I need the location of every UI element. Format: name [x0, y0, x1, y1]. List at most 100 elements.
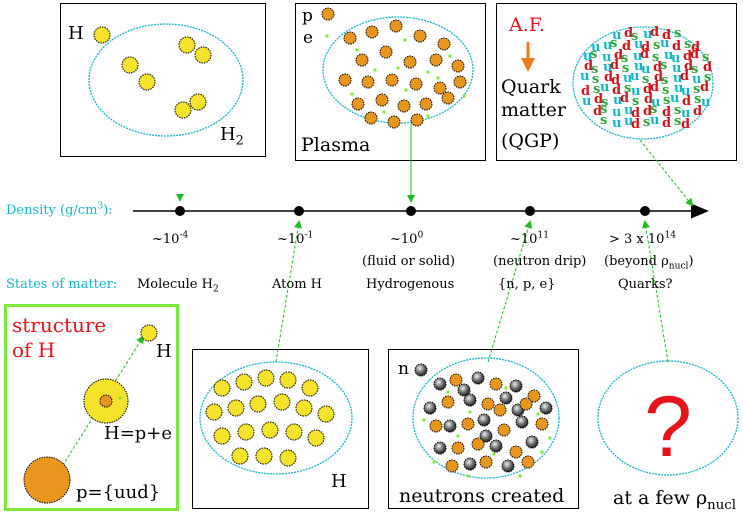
plasma-proton — [365, 25, 379, 39]
neutron-proton — [535, 417, 549, 431]
h2-molecule-atom — [178, 36, 196, 54]
quark-letter: d — [624, 26, 633, 41]
arrow-unknown-to-axis — [642, 220, 669, 363]
quark-letter: s — [662, 83, 669, 98]
state-label-4: {n, p, e} — [498, 277, 556, 292]
hydrogen-atom — [205, 403, 223, 421]
quark-letter: u — [583, 49, 592, 64]
neutron-particle — [433, 441, 447, 455]
quark-letter: d — [681, 117, 690, 132]
quark-letter: u — [582, 94, 591, 109]
quark-letter: u — [643, 27, 652, 42]
unknown-ellipse — [597, 360, 739, 476]
neutron-particle — [489, 439, 503, 453]
quark-letter: u — [613, 93, 622, 108]
quark-letter: s — [684, 37, 691, 52]
plasma-proton — [419, 97, 433, 111]
plasma-proton — [379, 45, 393, 59]
quark-letter: d — [672, 39, 681, 54]
plasma-electron — [403, 38, 407, 42]
plasma-electron — [436, 76, 440, 80]
tick-note-5: (beyond ρnucl) — [604, 255, 694, 271]
question-mark: ? — [644, 379, 692, 475]
plasma-electron — [373, 68, 377, 72]
neutron-particle — [433, 377, 447, 391]
neutron-proton — [481, 397, 495, 411]
panel-molecule-frame — [60, 3, 266, 157]
plasma-proton — [441, 91, 455, 105]
tick-note-5-sub: nucl — [668, 261, 689, 272]
neutron-particle — [477, 413, 491, 427]
hydrogen-atom — [279, 449, 297, 467]
plasma-proton — [343, 31, 357, 45]
tick-value-2-exp: -1 — [304, 230, 314, 241]
quark-letter: s — [600, 102, 607, 117]
quark-letter: s — [660, 58, 667, 73]
neutron-particle — [539, 401, 553, 415]
plasma-proton — [385, 73, 399, 87]
quark-letter: d — [611, 73, 620, 88]
plasma-proton — [364, 111, 378, 125]
quark-letter: d — [581, 84, 590, 99]
plasma-e-label: e — [303, 28, 314, 48]
quark-ellipse — [572, 26, 714, 140]
arrow-neutron-to-axis — [487, 220, 533, 363]
af-arrow-head — [521, 58, 535, 72]
quark-letter: s — [674, 114, 681, 129]
molecule-ellipse — [88, 23, 244, 137]
quark-letter: d — [641, 40, 650, 55]
quark-letter: u — [674, 81, 683, 96]
tick-value-1-text: ~10 — [152, 232, 180, 247]
quark-letter: d — [682, 94, 691, 109]
quark-letter: s — [642, 72, 649, 87]
quark-letter: d — [703, 60, 712, 75]
hydrogen-atom — [261, 421, 279, 439]
molecule-h2-sub: 2 — [235, 132, 244, 148]
legend-proton — [321, 7, 335, 21]
plasma-ellipse — [322, 16, 474, 124]
state-label-3: Hydrogenous — [366, 277, 455, 292]
quark-letter: d — [610, 58, 619, 73]
plasma-proton — [375, 93, 389, 107]
hydrogen-atom — [249, 395, 267, 413]
neutron-proton — [479, 455, 493, 469]
plasma-proton — [433, 81, 447, 95]
hydrogen-atom — [285, 423, 303, 441]
neutron-proton — [493, 403, 507, 417]
tick-value-1: ~10-4 — [152, 231, 188, 247]
quark-letter: u — [633, 49, 642, 64]
neutron-electron — [518, 474, 522, 478]
quark-letter: u — [624, 114, 633, 129]
h2-molecule-atom — [121, 56, 139, 74]
neutron-proton — [521, 455, 535, 469]
quark-letter: u — [671, 51, 680, 66]
tick-note-3: (fluid or solid) — [362, 254, 456, 269]
state-label-1-sub: 2 — [212, 284, 219, 295]
panel-quark-frame — [496, 3, 737, 161]
plasma-p-label: p — [302, 6, 313, 26]
density-label: Density (g/cm3): — [6, 202, 113, 217]
neutron-particle — [423, 401, 437, 415]
state-label-5: Quarks? — [618, 277, 673, 292]
quark-letter: u — [701, 95, 710, 110]
tick-value-3-exp: 0 — [417, 230, 424, 241]
quark-letter: u — [673, 71, 682, 86]
neutron-caption: neutrons created — [399, 485, 565, 507]
plasma-proton — [389, 19, 403, 33]
hydrogen-atom — [307, 429, 325, 447]
legend-h-atom — [93, 26, 111, 44]
hydrogen-atom — [231, 447, 249, 465]
states-label: States of matter: — [6, 277, 118, 292]
neutron-particle — [457, 383, 471, 397]
quark-letter: u — [631, 84, 640, 99]
neutron-proton — [445, 459, 459, 473]
quark-letters: u ds ud d su us d ud s u d s dus u ds ud s uu dd sds ud s uu ds… — [40, 25, 712, 485]
legend-electron — [325, 34, 329, 38]
tick-value-3-text: ~10 — [390, 232, 418, 247]
quark-letter: u — [603, 38, 612, 53]
quark-letter: d — [612, 83, 621, 98]
neutron-particle — [509, 379, 523, 393]
quark-letter: u — [670, 91, 679, 106]
neutron-particle — [499, 391, 513, 405]
tick-value-5-text: > 3 x 10 — [609, 232, 665, 247]
